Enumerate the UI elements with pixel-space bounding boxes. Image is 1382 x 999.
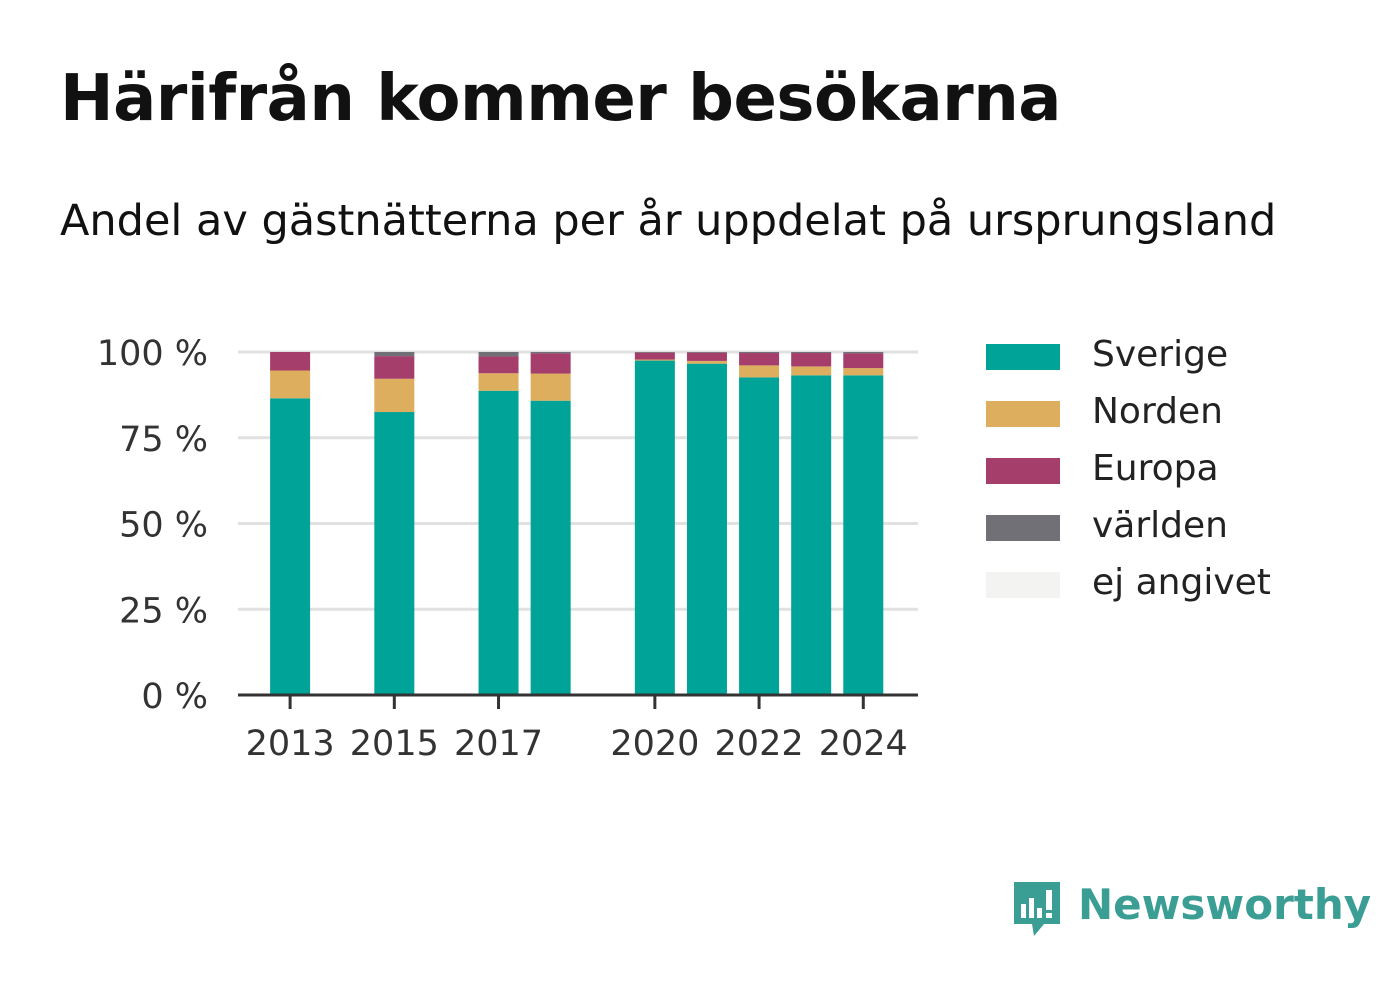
brand-name: Newsworthy [1078,880,1372,929]
bar-segment [374,352,415,357]
newsworthy-logo-icon [1014,882,1060,936]
bar-segment [843,352,884,354]
bar-segment [270,398,311,695]
bar-segment [374,378,415,413]
bar-segment [374,412,415,695]
bar-segment [270,352,311,371]
y-axis: 0 % 25 % 50 % 75 % 100 % [97,334,208,717]
legend-item: Europa [986,444,1326,489]
x-tick-label: 2024 [819,724,908,764]
bar-segment [270,370,311,399]
y-tick-label: 25 % [119,591,208,631]
bar-segment [843,375,884,695]
chart-subtitle: Andel av gästnätterna per år uppdelat på… [60,196,1277,246]
bar-stack-group [270,352,884,695]
bar-segment [791,366,832,376]
y-tick-label: 50 % [119,506,208,546]
legend-label: ej angivet [1092,562,1271,603]
bar-segment [634,352,675,353]
legend-item: ej angivet [986,558,1326,603]
x-tick-label: 2022 [715,724,804,764]
bar-segment [739,365,780,378]
x-tick-label: 2017 [454,724,543,764]
bar-segment [530,353,571,374]
bar-segment [634,359,675,361]
y-tick-label: 75 % [119,420,208,460]
bar-segment [634,352,675,360]
legend-swatch [986,458,1060,484]
bar-segment [791,375,832,695]
y-tick-label: 100 % [97,334,208,374]
bar-segment [374,356,415,379]
bar-segment [478,356,519,374]
x-axis: 2013 2015 2017 2020 2022 2024 [238,693,918,764]
chart-title: Härifrån kommer besökarna [60,62,1061,136]
legend-swatch [986,515,1060,541]
legend-item: Norden [986,387,1326,432]
bar-segment [478,390,519,695]
legend-item: världen [986,501,1326,546]
bar-segment [843,368,884,376]
bar-segment [686,352,727,361]
bar-segment [686,352,727,353]
bar-segment [739,353,780,366]
legend-item: Sverige [986,330,1326,375]
legend-label: Norden [1092,391,1223,432]
x-tick-label: 2020 [610,724,699,764]
bar-segment [686,360,727,364]
y-tick-label: 0 % [141,677,208,717]
bar-segment [478,352,519,357]
legend-label: Europa [1092,448,1219,489]
legend-swatch [986,344,1060,370]
bar-segment [791,352,832,354]
legend-swatch [986,401,1060,427]
x-tick-label: 2013 [246,724,335,764]
legend-label: världen [1092,505,1228,546]
bar-segment [739,377,780,695]
bar-segment [634,360,675,695]
bar-segment [478,373,519,391]
bar-segment [530,352,571,354]
bar-segment [791,353,832,367]
legend-label: Sverige [1092,334,1229,375]
bar-segment [843,353,884,369]
bar-segment [686,363,727,695]
bar-segment [530,373,571,401]
bar-segment [530,400,571,695]
bar-segment [739,352,780,354]
legend-swatch [986,572,1060,598]
x-tick-label: 2015 [350,724,439,764]
brand-logo: Newsworthy [1010,878,1371,942]
